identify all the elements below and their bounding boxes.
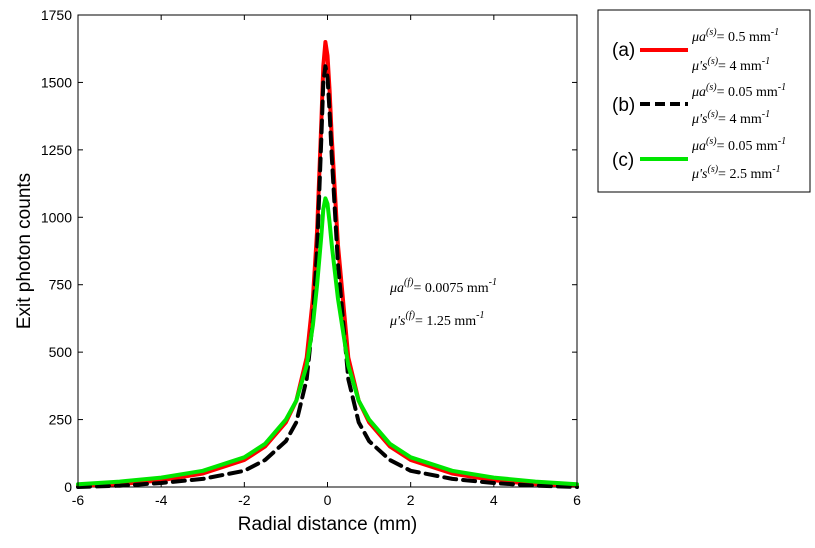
legend-code-a: (a): [612, 40, 635, 61]
legend-box: [597, 9, 811, 193]
y-axis-title: Exit photon counts: [14, 173, 35, 329]
y-tick-label: 1750: [41, 7, 72, 23]
y-tick-label: 1250: [41, 142, 72, 158]
legend-mu-a-b: μa(s)= 0.05 mm-1: [691, 82, 786, 100]
x-tick-label: 6: [573, 492, 581, 508]
annotation-mu-s: μ's(f)= 1.25 mm-1: [389, 310, 484, 329]
annotation-mu-s-symbol: μ's: [389, 314, 406, 329]
y-tick-label: 500: [49, 344, 73, 360]
y-tick-label: 250: [49, 412, 73, 428]
x-tick-label: -4: [155, 492, 168, 508]
legend-mu-s-b: μ's(s)= 4 mm-1: [691, 109, 770, 127]
series-line-a: [76, 40, 579, 488]
legend-mu-s-a: μ's(s)= 4 mm-1: [691, 56, 770, 74]
legend-mu-s-c: μ's(s)= 2.5 mm-1: [691, 164, 781, 182]
x-axis-title: Radial distance (mm): [238, 514, 418, 535]
legend-code-b: (b): [612, 95, 635, 116]
legend-entry-b: (b) μa(s)= 0.05 mm-1 μ's(s)= 4 mm-1: [612, 82, 786, 127]
annotation-mu-s-value: = 1.25 mm: [415, 314, 476, 329]
annotation-mu-a-value: = 0.0075 mm: [413, 281, 488, 296]
x-tick-label: 4: [490, 492, 498, 508]
y-tick-label: 750: [49, 277, 73, 293]
series-line-b: [76, 64, 579, 489]
legend-entry-c: (c) μa(s)= 0.05 mm-1 μ's(s)= 2.5 mm-1: [612, 136, 786, 182]
x-tick-label: -6: [72, 492, 85, 508]
legend-mu-a-a: μa(s)= 0.5 mm-1: [691, 27, 779, 45]
x-tick-label: 2: [407, 492, 415, 508]
legend: (a) μa(s)= 0.5 mm-1 μ's(s)= 4 mm-1 (b) μ…: [597, 9, 811, 193]
annotation-mu-s-sup: (f): [405, 310, 415, 321]
legend-entry-a: (a) μa(s)= 0.5 mm-1 μ's(s)= 4 mm-1: [612, 27, 779, 74]
x-tick-label: 0: [324, 492, 332, 508]
parameter-annotation: μa(f)= 0.0075 mm-1 μ's(f)= 1.25 mm-1: [389, 277, 497, 329]
annotation-mu-s-unit-exp: -1: [476, 310, 484, 321]
annotation-mu-a-unit-exp: -1: [489, 277, 497, 288]
legend-mu-a-c: μa(s)= 0.05 mm-1: [691, 136, 786, 154]
series-line-c: [76, 196, 579, 487]
plot-area: -6 -4 -2 0 2 4 6 0 250 500 750 1000 1250 1500 1750 Radi…: [14, 7, 581, 535]
y-tick-label: 1500: [41, 74, 72, 90]
legend-code-c: (c): [612, 150, 634, 171]
y-tick-label: 0: [64, 479, 72, 495]
y-tick-label: 1000: [41, 209, 72, 225]
x-tick-label: -2: [238, 492, 251, 508]
annotation-mu-a: μa(f)= 0.0075 mm-1: [389, 277, 497, 296]
annotation-mu-a-symbol: μa: [389, 281, 404, 296]
annotation-mu-a-sup: (f): [404, 277, 414, 288]
